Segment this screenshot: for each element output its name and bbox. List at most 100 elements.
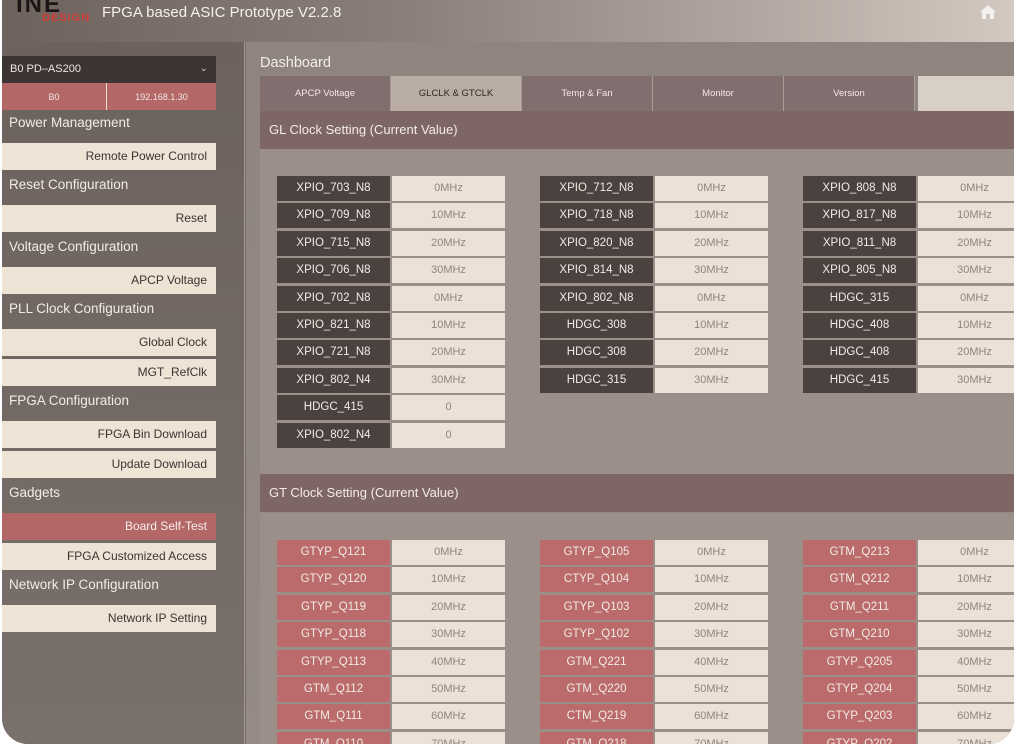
sidebar-item-network-ip-setting[interactable]: Network IP Setting: [2, 605, 216, 632]
gl-clock-value: 0MHz: [655, 285, 768, 311]
sidebar: B0 PD–AS200 ⌄ B0 192.168.1.30 Power Mana…: [2, 42, 245, 744]
gt-clock-row: GTYP_Q103 20MHz: [540, 594, 768, 622]
gt-clock-value: 0MHz: [918, 540, 1014, 565]
board-ip: 192.168.1.30: [107, 83, 216, 110]
gt-clock-name: GTYP_Q103: [540, 594, 653, 620]
gl-clock-row: HDGC_415 0: [277, 395, 505, 422]
nav-section-title: Network IP Configuration: [9, 577, 159, 592]
gl-clock-row: XPIO_721_N8 20MHz: [277, 340, 505, 367]
sidebar-item-reset[interactable]: Reset: [2, 205, 216, 232]
gt-clock-name: GTM_Q213: [803, 540, 916, 565]
gt-clock-row: GTYP_Q202 70MHz: [803, 731, 1014, 744]
gl-clock-row: XPIO_811_N8 20MHz: [803, 230, 1014, 258]
gl-clock-row: XPIO_805_N8 30MHz: [803, 258, 1014, 285]
gl-clock-value: 20MHz: [918, 340, 1014, 366]
nav-section-title: Power Management: [9, 115, 130, 130]
sidebar-item-update-download[interactable]: Update Download: [2, 451, 216, 478]
gl-clock-value: 20MHz: [392, 230, 505, 256]
gt-clock-value: 10MHz: [918, 567, 1014, 593]
tab-monitor[interactable]: Monitor: [653, 76, 784, 111]
gt-clock-name: GTYP_Q102: [540, 622, 653, 648]
gl-clock-row: XPIO_820_N8 20MHz: [540, 230, 768, 258]
tab-bar-filler: [918, 76, 1014, 111]
gt-clock-value: 10MHz: [392, 567, 505, 593]
gl-clock-name: XPIO_721_N8: [277, 340, 390, 366]
gt-clock-name: CTYP_Q104: [540, 567, 653, 593]
gt-clock-row: GTM_Q211 20MHz: [803, 594, 1014, 622]
sidebar-item-fpga-customized-access[interactable]: FPGA Customized Access: [2, 543, 216, 570]
gt-clock-name: GTYP_Q105: [540, 540, 653, 565]
tab-glclk-gtclk[interactable]: GLCLK & GTCLK: [391, 76, 522, 111]
gt-clock-value: 70MHz: [918, 731, 1014, 744]
tab-apcp-voltage[interactable]: APCP Voltage: [260, 76, 391, 111]
page-title: Dashboard: [260, 55, 331, 71]
nav-section-title: FPGA Configuration: [9, 393, 130, 408]
gt-clock-value: 40MHz: [655, 649, 768, 675]
gl-clock-value: 10MHz: [918, 313, 1014, 338]
gl-clock-row: XPIO_802_N4 0: [277, 422, 505, 450]
gl-clock-name: HDGC_315: [540, 367, 653, 393]
gt-clock-name: GTM_Q110: [277, 731, 390, 744]
gl-clock-row: XPIO_702_N8 0MHz: [277, 285, 505, 313]
gt-clock-row: GTM_Q221 40MHz: [540, 649, 768, 677]
gt-clock-row: GTM_Q112 50MHz: [277, 677, 505, 704]
gl-clock-name: XPIO_712_N8: [540, 176, 653, 201]
gt-clock-row: GTYP_Q105 0MHz: [540, 540, 768, 567]
nav-section-title: PLL Clock Configuration: [9, 301, 155, 316]
gl-clock-value: 30MHz: [392, 258, 505, 284]
tab-bar: APCP Voltage GLCLK & GTCLK Temp & Fan Monit…: [260, 76, 915, 111]
gt-clock-row: GTM_Q213 0MHz: [803, 540, 1014, 567]
gt-clock-name: GTM_Q220: [540, 677, 653, 702]
gl-clock-name: HDGC_408: [803, 313, 916, 338]
gl-clock-grid: XPIO_703_N8 0MHz XPIO_709_N8 10MHz XPIO_715_…: [260, 149, 1014, 474]
sidebar-item-global-clock[interactable]: Global Clock: [2, 329, 216, 356]
gl-clock-row: HDGC_308 10MHz: [540, 313, 768, 340]
gl-clock-name: XPIO_702_N8: [277, 285, 390, 311]
board-select[interactable]: B0 PD–AS200 ⌄: [2, 56, 216, 83]
gl-clock-name: XPIO_820_N8: [540, 230, 653, 256]
gl-clock-value: 10MHz: [392, 203, 505, 229]
gt-clock-name: GTYP_Q121: [277, 540, 390, 565]
gl-clock-row: XPIO_706_N8 30MHz: [277, 258, 505, 285]
sidebar-item-mgt-refclk[interactable]: MGT_RefClk: [2, 359, 216, 386]
gt-clock-value: 40MHz: [918, 649, 1014, 675]
gl-clock-name: XPIO_814_N8: [540, 258, 653, 284]
gl-clock-value: 30MHz: [655, 367, 768, 393]
gt-clock-name: GTYP_Q203: [803, 704, 916, 730]
gl-clock-row: XPIO_709_N8 10MHz: [277, 203, 505, 230]
gt-clock-row: GTYP_Q119 20MHz: [277, 594, 505, 622]
gt-clock-name: CTM_Q219: [540, 704, 653, 730]
gl-clock-name: XPIO_817_N8: [803, 203, 916, 229]
gt-clock-value: 70MHz: [392, 731, 505, 744]
gt-clock-name: GTM_Q111: [277, 704, 390, 730]
gl-clock-value: 20MHz: [655, 340, 768, 366]
gt-clock-row: CTYP_Q104 10MHz: [540, 567, 768, 594]
gl-clock-row: XPIO_718_N8 10MHz: [540, 203, 768, 230]
gl-clock-row: HDGC_408 10MHz: [803, 313, 1014, 340]
tab-version[interactable]: Version: [784, 76, 915, 111]
logo-text: INE: [16, 0, 63, 18]
gl-clock-value: 0: [392, 422, 505, 448]
gt-clock-row: GTYP_Q118 30MHz: [277, 622, 505, 649]
nav-section-title: Voltage Configuration: [9, 239, 139, 254]
gl-clock-name: HDGC_308: [540, 313, 653, 338]
gl-clock-name: XPIO_821_N8: [277, 313, 390, 338]
gt-clock-name: GTM_Q210: [803, 622, 916, 648]
gl-section-header: GL Clock Setting (Current Value): [260, 111, 1014, 149]
home-icon[interactable]: [980, 5, 996, 19]
sidebar-item-fpga-bin-download[interactable]: FPGA Bin Download: [2, 421, 216, 448]
gt-clock-row: GTYP_Q204 50MHz: [803, 677, 1014, 704]
sidebar-item-apcp-voltage[interactable]: APCP Voltage: [2, 267, 216, 294]
gl-clock-value: 20MHz: [918, 230, 1014, 256]
tab-temp-fan[interactable]: Temp & Fan: [522, 76, 653, 111]
gt-clock-name: GTYP_Q205: [803, 649, 916, 675]
gt-clock-row: GTYP_Q203 60MHz: [803, 704, 1014, 731]
gt-clock-value: 70MHz: [655, 731, 768, 744]
gt-clock-row: GTM_Q220 50MHz: [540, 677, 768, 704]
sidebar-item-remote-power-control[interactable]: Remote Power Control: [2, 143, 216, 170]
gl-clock-name: HDGC_408: [803, 340, 916, 366]
gl-clock-row: XPIO_814_N8 30MHz: [540, 258, 768, 285]
logo: INE DESIGN: [16, 0, 89, 24]
sidebar-item-board-self-test[interactable]: Board Self-Test: [2, 513, 216, 540]
